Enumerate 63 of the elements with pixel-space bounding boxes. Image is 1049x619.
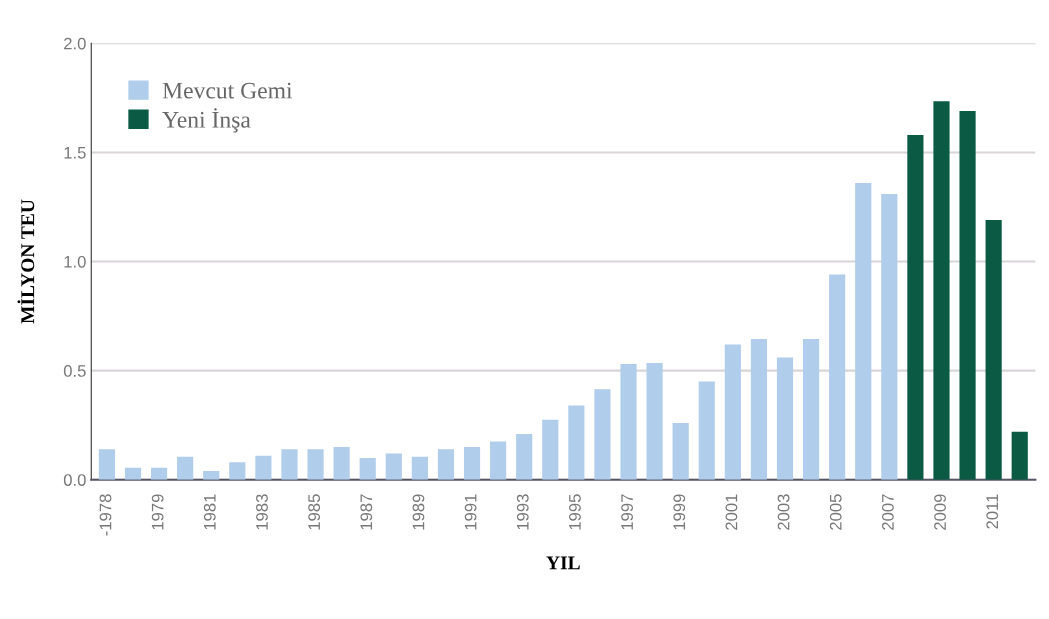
x-tick-label: 1981 [203, 494, 216, 530]
bar [1011, 431, 1028, 480]
bar [333, 447, 350, 480]
bar [281, 449, 298, 480]
x-tick-label: 2001 [725, 494, 738, 530]
x-tick-label: 1993 [516, 494, 529, 530]
x-tick-label: 1989 [412, 494, 425, 530]
bar [203, 471, 220, 480]
bar [124, 467, 142, 480]
bar [959, 110, 976, 480]
x-tick-label: 1979 [151, 494, 164, 530]
y-tick-label: 1.0 [64, 255, 86, 268]
bar [568, 405, 585, 480]
legend-label: Mevcut Gemi [162, 82, 293, 99]
bar [724, 344, 741, 480]
x-tick-label: 2007 [881, 494, 894, 530]
x-tick-label: 2011 [986, 494, 999, 529]
x-tick-label: 1999 [673, 494, 686, 530]
bar [229, 462, 246, 480]
bar [750, 338, 767, 480]
legend-label: Yeni İnşa [162, 108, 251, 133]
bar [255, 455, 272, 480]
bar [359, 457, 376, 480]
bar [177, 456, 194, 480]
bar [672, 422, 689, 480]
x-tick-label: 1995 [569, 494, 581, 530]
bar [385, 453, 402, 480]
bar [646, 362, 663, 480]
bar [776, 357, 794, 480]
y-tick-label: 0.0 [63, 474, 86, 486]
bar [437, 449, 455, 480]
bar [907, 134, 924, 480]
bar [98, 449, 115, 480]
x-tick-label: 1985 [308, 494, 321, 530]
x-tick-label: 2003 [777, 494, 790, 530]
bar [594, 389, 611, 480]
bar [881, 193, 898, 480]
bar [933, 101, 950, 480]
x-tick-label: 2009 [934, 494, 946, 530]
y-tick-label: 0.5 [63, 365, 86, 377]
bar [542, 419, 559, 480]
x-tick-label: 1991 [464, 494, 477, 530]
x-tick-label: -1978 [99, 494, 112, 536]
y-tick-label: 2.0 [64, 37, 86, 50]
bar [463, 447, 481, 480]
x-axis-title: YIL [546, 556, 580, 570]
y-axis-title: MİLYON TEU [17, 199, 35, 324]
bar [307, 449, 324, 480]
x-tick-label: 1997 [621, 494, 633, 530]
bar [802, 338, 820, 480]
bar [490, 441, 507, 480]
bar [620, 364, 637, 480]
bar [411, 456, 428, 480]
x-tick-label: 1987 [360, 494, 373, 530]
bar [855, 182, 872, 480]
x-tick-label: 1983 [256, 494, 268, 530]
bar [829, 274, 846, 480]
bar [516, 433, 533, 480]
bar [150, 467, 168, 480]
x-tick-label: 2005 [829, 494, 842, 530]
y-tick-label: 1.5 [64, 147, 86, 159]
bar [698, 381, 715, 480]
bar [985, 220, 1002, 480]
